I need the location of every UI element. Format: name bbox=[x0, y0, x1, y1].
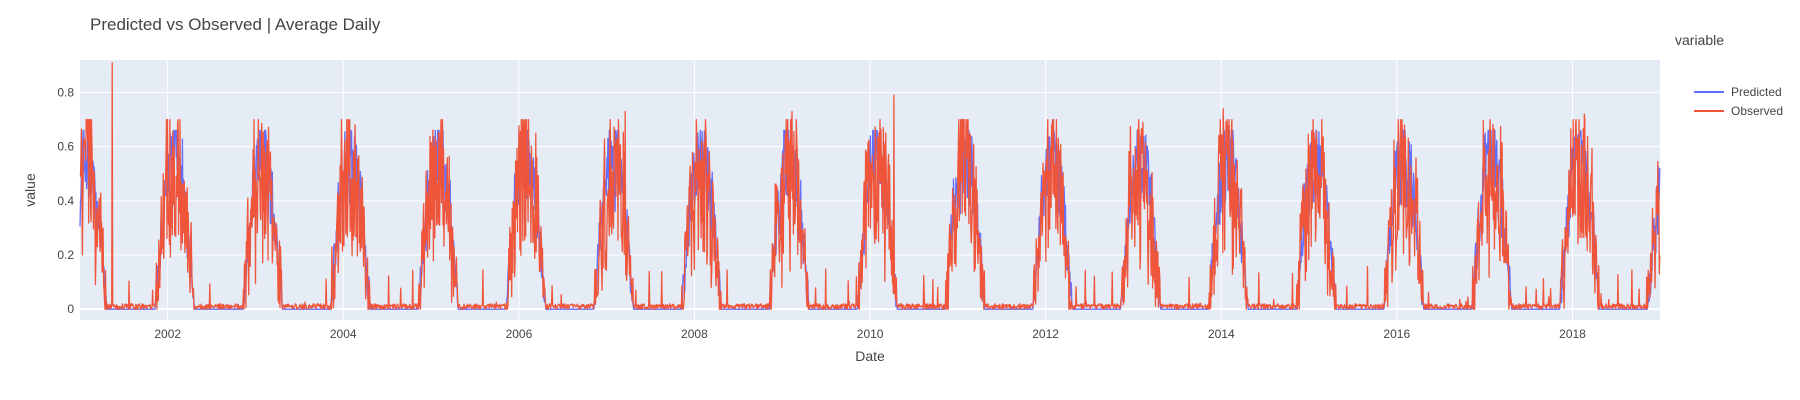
legend-label-observed: Observed bbox=[1731, 104, 1783, 118]
x-tick-label: 2008 bbox=[681, 327, 708, 341]
x-tick-label: 2010 bbox=[857, 327, 884, 341]
plot-area bbox=[79, 60, 1661, 320]
series-layer bbox=[79, 62, 1661, 310]
x-tick-label: 2012 bbox=[1032, 327, 1059, 341]
chart-title: Predicted vs Observed | Average Daily bbox=[90, 15, 381, 34]
legend[interactable]: variable Predicted Observed bbox=[1675, 32, 1783, 118]
legend-item-predicted[interactable]: Predicted bbox=[1694, 85, 1782, 99]
x-tick-label: 2002 bbox=[154, 327, 181, 341]
x-tick-label: 2018 bbox=[1559, 327, 1586, 341]
legend-label-predicted: Predicted bbox=[1731, 85, 1782, 99]
legend-item-observed[interactable]: Observed bbox=[1694, 104, 1783, 118]
x-tick-label: 2006 bbox=[506, 327, 533, 341]
y-tick-label: 0.2 bbox=[57, 248, 74, 262]
y-tick-label: 0.4 bbox=[57, 194, 74, 208]
y-tick-label: 0 bbox=[67, 302, 74, 316]
x-axis-ticks: 2002 2004 2006 2008 2010 2012 2014 2016 2018 bbox=[154, 327, 1586, 341]
x-tick-label: 2004 bbox=[330, 327, 357, 341]
y-tick-label: 0.8 bbox=[57, 86, 74, 100]
series-line-observed bbox=[79, 62, 1661, 310]
x-tick-label: 2016 bbox=[1383, 327, 1410, 341]
y-tick-label: 0.6 bbox=[57, 140, 74, 154]
y-axis-title: value bbox=[22, 173, 38, 207]
x-tick-label: 2014 bbox=[1208, 327, 1235, 341]
legend-title: variable bbox=[1675, 32, 1724, 48]
y-axis-ticks: 0 0.2 0.4 0.6 0.8 bbox=[57, 86, 74, 317]
x-axis-title: Date bbox=[855, 348, 885, 364]
